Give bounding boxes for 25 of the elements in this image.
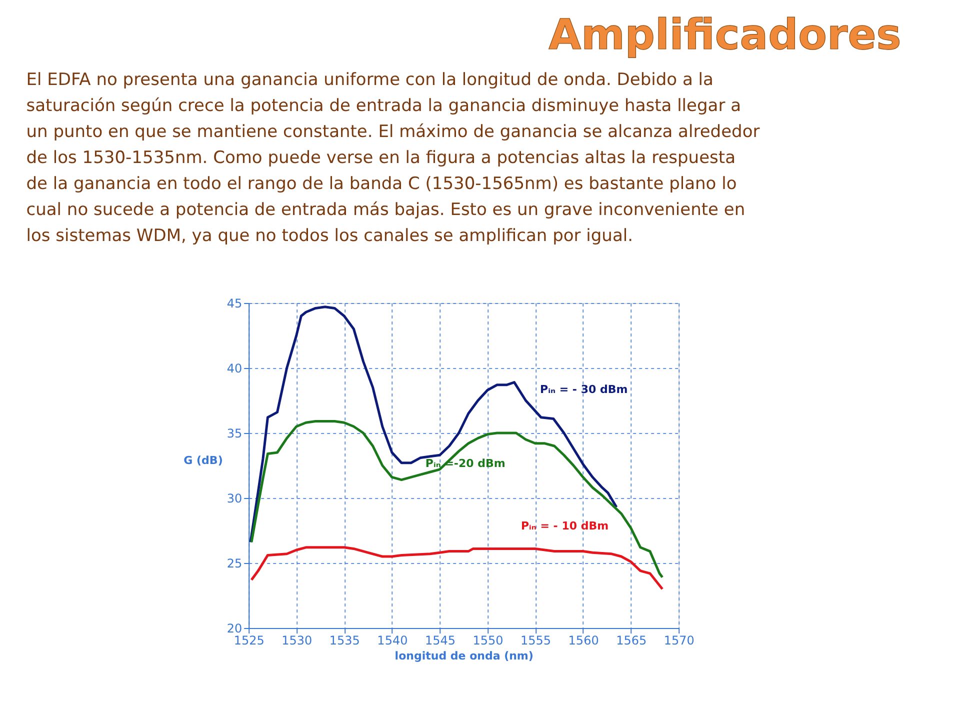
series-label: Pᵢₙ = - 30 dBm bbox=[540, 383, 628, 396]
x-tick-label: 1540 bbox=[377, 634, 408, 648]
y-tick-label: 35 bbox=[226, 426, 242, 440]
x-tick-label: 1565 bbox=[616, 634, 647, 648]
series-label: Pᵢₙ =-20 dBm bbox=[425, 457, 506, 470]
y-tick-label: 25 bbox=[226, 556, 242, 570]
series-label: Pᵢₙ = - 10 dBm bbox=[520, 520, 609, 533]
x-tick-label: 1560 bbox=[568, 634, 599, 648]
x-tick-label: 1545 bbox=[424, 634, 456, 648]
chart-title: Amplificadores bbox=[548, 10, 902, 59]
x-tick-label: 1550 bbox=[472, 634, 504, 648]
y-tick-label: 45 bbox=[226, 296, 242, 310]
x-axis-title: longitud de onda (nm) bbox=[394, 650, 534, 662]
y-axis-title: G (dB) bbox=[184, 454, 223, 467]
line-series bbox=[250, 546, 664, 590]
x-tick-label: 1535 bbox=[329, 634, 360, 648]
x-tick-label: 1555 bbox=[520, 634, 552, 648]
y-tick-label: 20 bbox=[226, 622, 242, 636]
x-tick-label: 1530 bbox=[282, 634, 312, 648]
line-series bbox=[250, 420, 664, 579]
x-tick-label: 1570 bbox=[664, 634, 694, 648]
y-tick-label: 40 bbox=[226, 362, 242, 376]
chart-subtitle: El EDFA no presenta una ganancia uniforme con la longitud de onda. Debido a la saturación según crece la potencia de entrada la ganancia disminuye hasta llegar a un punto en que se mantiene constante. El máximo de ganancia se alcanza alrededor de los 1530-1535nm. Como puede verse en la figura a potencias altas la respuesta de la ganancia en todo el rango de la banda C (1530-1565nm) es bastante plano lo cual no sucede a potencia de entrada más bajas. Esto es un grave inconveniente en los sistemas WDM, ya que no todos los canales se amplifican por igual. bbox=[26, 70, 760, 246]
y-tick-label: 30 bbox=[226, 492, 242, 506]
x-tick-label: 1525 bbox=[234, 634, 264, 648]
